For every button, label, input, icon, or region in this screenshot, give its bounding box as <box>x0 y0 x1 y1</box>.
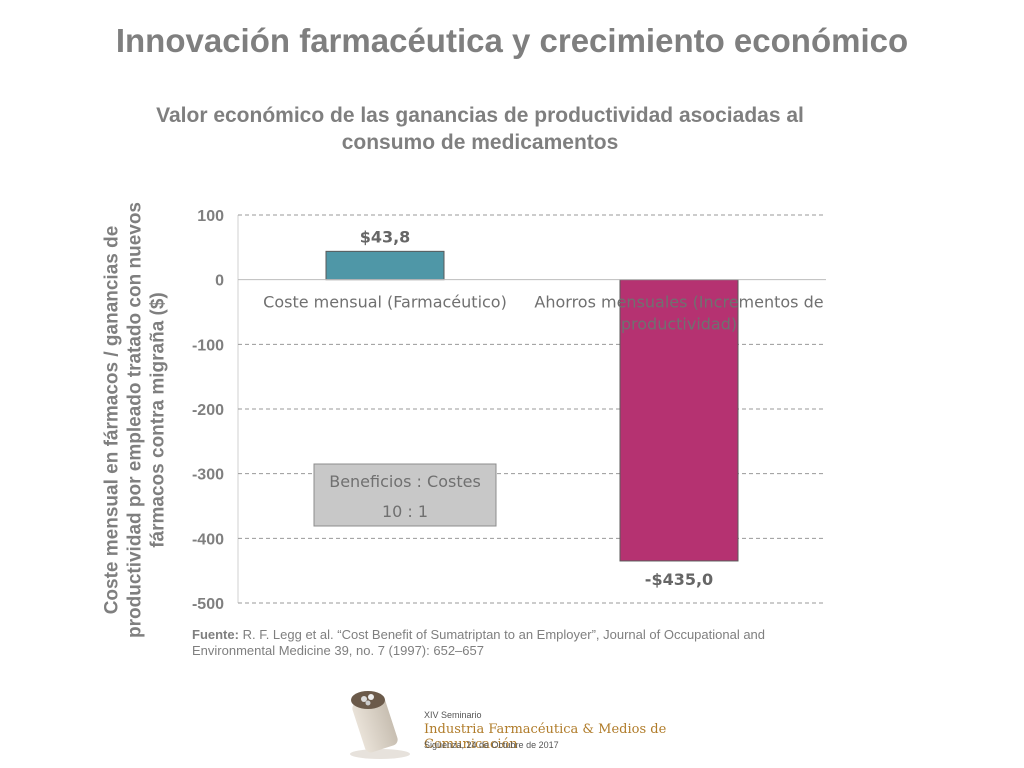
y-tick-label: -100 <box>192 337 224 354</box>
logo-line-1: XIV Seminario <box>424 710 482 720</box>
annotation-line-2: 10 : 1 <box>382 502 428 521</box>
data-label: $43,8 <box>360 227 411 246</box>
annotation-line-1: Beneficios : Costes <box>329 472 481 491</box>
annotation-box <box>313 463 497 527</box>
logo-line-3: Sigüenza, 24 de Octubre de 2017 <box>424 740 559 750</box>
source-text: R. F. Legg et al. “Cost Benefit of Sumat… <box>192 627 766 658</box>
y-tick-label: -300 <box>192 467 224 484</box>
slide-title: Innovación farmacéutica y crecimiento ec… <box>115 22 909 59</box>
y-tick-label: 100 <box>197 208 224 225</box>
y-tick-label: 0 <box>215 273 224 290</box>
x-tick-label: Ahorros mensuales (Incrementos de product… <box>534 293 823 334</box>
bar <box>325 250 445 281</box>
pill-bottle-icon <box>350 691 410 759</box>
bar <box>619 279 739 562</box>
seminar-logo: XIV Seminario Industria Farmacéutica & M… <box>340 680 740 760</box>
source-label: Fuente: <box>192 627 239 642</box>
x-tick-label: Coste mensual (Farmacéutico) <box>263 293 507 312</box>
data-label: -$435,0 <box>645 570 713 589</box>
source-note: Fuente: R. F. Legg et al. “Cost Benefit … <box>192 627 832 659</box>
logo-line-2: Industria Farmacéutica & Medios de Comun… <box>424 722 667 752</box>
y-tick-label: -200 <box>192 402 224 419</box>
chart-title: Valor económico de las ganancias de prod… <box>156 104 804 154</box>
y-tick-label: -500 <box>192 596 224 613</box>
y-tick-label: -400 <box>192 531 224 548</box>
